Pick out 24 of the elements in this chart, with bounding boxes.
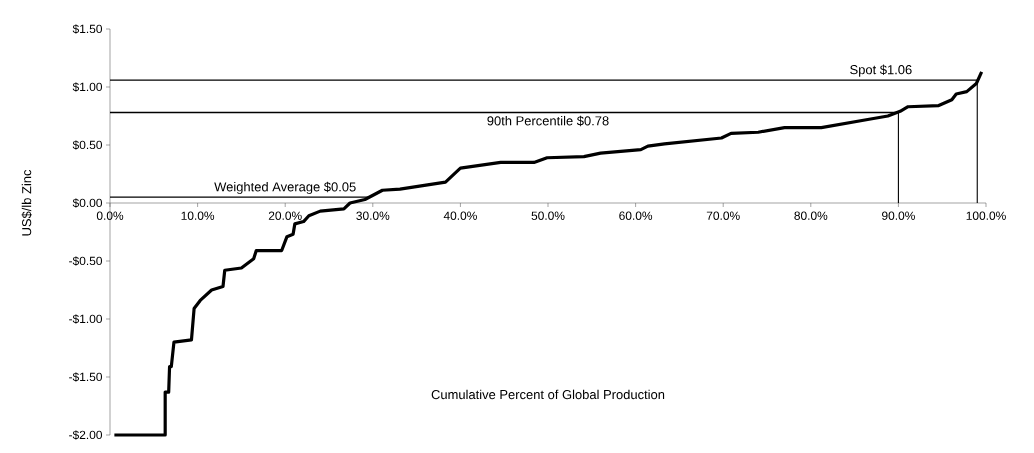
x-tick-label: 20.0% <box>268 211 302 220</box>
y-tick-label: $1.50 <box>72 24 103 34</box>
x-tick-label: 30.0% <box>356 211 390 220</box>
ref-line-label: 90th Percentile $0.78 <box>487 115 609 127</box>
y-tick-label: -$1.50 <box>69 372 103 382</box>
x-tick-label: 40.0% <box>443 211 477 220</box>
x-axis-title: Cumulative Percent of Global Production <box>431 389 665 400</box>
y-tick-label: -$1.00 <box>69 314 103 324</box>
x-tick-label: 10.0% <box>181 211 215 220</box>
y-axis-title: US$/lb Zinc <box>21 169 33 236</box>
y-tick-label: $0.50 <box>72 140 103 150</box>
ref-line-label: Weighted Average $0.05 <box>214 181 356 194</box>
x-tick-label: 90.0% <box>882 211 915 220</box>
y-tick-label: $0.00 <box>72 198 103 208</box>
x-tick-label: 50.0% <box>531 211 565 220</box>
x-tick-label: 0.0% <box>96 211 124 220</box>
x-tick-label: 60.0% <box>619 211 653 220</box>
y-tick-label: -$2.00 <box>69 430 103 440</box>
x-tick-label: 100.0% <box>966 211 1006 220</box>
y-tick-label: -$0.50 <box>69 256 103 266</box>
x-tick-label: 70.0% <box>706 211 740 220</box>
ref-line-label: Spot $1.06 <box>850 64 912 77</box>
y-tick-label: $1.00 <box>72 82 103 92</box>
x-tick-label: 80.0% <box>794 211 828 220</box>
